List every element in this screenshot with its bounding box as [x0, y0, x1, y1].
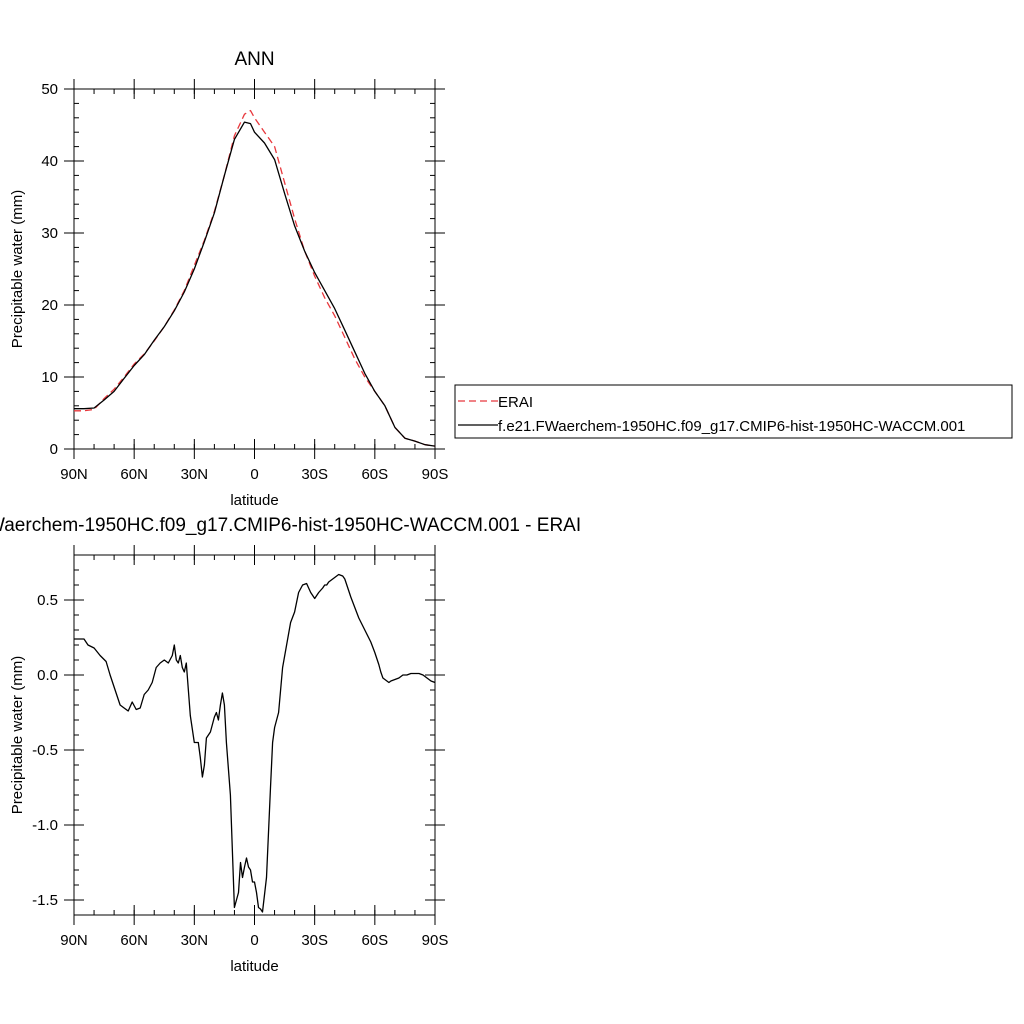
x-tick-label: 30S — [301, 466, 328, 483]
x-tick-label: 90S — [422, 932, 449, 949]
plot-title: f.e21.FWaerchem-1950HC.f09_g17.CMIP6-his… — [0, 515, 581, 536]
legend-label-erai: ERAI — [498, 394, 533, 411]
x-tick-label: 60S — [361, 932, 388, 949]
y-tick-label: 0 — [50, 441, 58, 458]
legend-label-model: f.e21.FWaerchem-1950HC.f09_g17.CMIP6-his… — [498, 418, 965, 435]
y-tick-label: 0.0 — [37, 667, 58, 684]
x-tick-label: 60S — [361, 466, 388, 483]
legend-box — [454, 384, 1013, 439]
x-tick-label: 30N — [181, 932, 209, 949]
y-tick-label: 40 — [41, 153, 58, 170]
x-tick-label: 90N — [60, 466, 88, 483]
y-axis-title: Precipitable water (mm) — [9, 656, 26, 814]
y-tick-label: -1.0 — [32, 817, 58, 834]
x-tick-label: 0 — [250, 466, 258, 483]
y-tick-label: 20 — [41, 297, 58, 314]
y-tick-label: -0.5 — [32, 742, 58, 759]
y-axis-title: Precipitable water (mm) — [9, 190, 26, 348]
x-tick-label: 30S — [301, 932, 328, 949]
x-tick-label: 0 — [250, 932, 258, 949]
x-tick-label: 90S — [422, 466, 449, 483]
x-tick-label: 60N — [120, 932, 148, 949]
legend: ERAI f.e21.FWaerchem-1950HC.f09_g17.CMIP6… — [454, 384, 1013, 439]
y-tick-label: 30 — [41, 225, 58, 242]
top-line-plot: 90N 60N 30N 0 30S 60S 90S 0 10 20 30 40 50 ANN latitud… — [9, 49, 448, 509]
x-tick-label: 30N — [181, 466, 209, 483]
x-tick-label: 60N — [120, 466, 148, 483]
y-tick-label: 50 — [41, 81, 58, 98]
bottom-difference-plot: 90N 60N 30N 0 30S 60S 90S 0.5 0.0 -0.5 -1.0 -1.5 f.e… — [0, 515, 581, 975]
series-line-erai — [74, 109, 435, 447]
x-axis-title: latitude — [230, 492, 278, 509]
plot-frame — [73, 554, 436, 916]
y-tick-label: 0.5 — [37, 592, 58, 609]
series-line-model — [74, 121, 435, 447]
plot-title: ANN — [234, 49, 274, 70]
series-line-model — [74, 573, 435, 913]
y-tick-label: -1.5 — [32, 892, 58, 909]
x-axis-title: latitude — [230, 958, 278, 975]
x-tick-label: 90N — [60, 932, 88, 949]
y-tick-label: 10 — [41, 369, 58, 386]
plot-frame — [73, 88, 436, 450]
